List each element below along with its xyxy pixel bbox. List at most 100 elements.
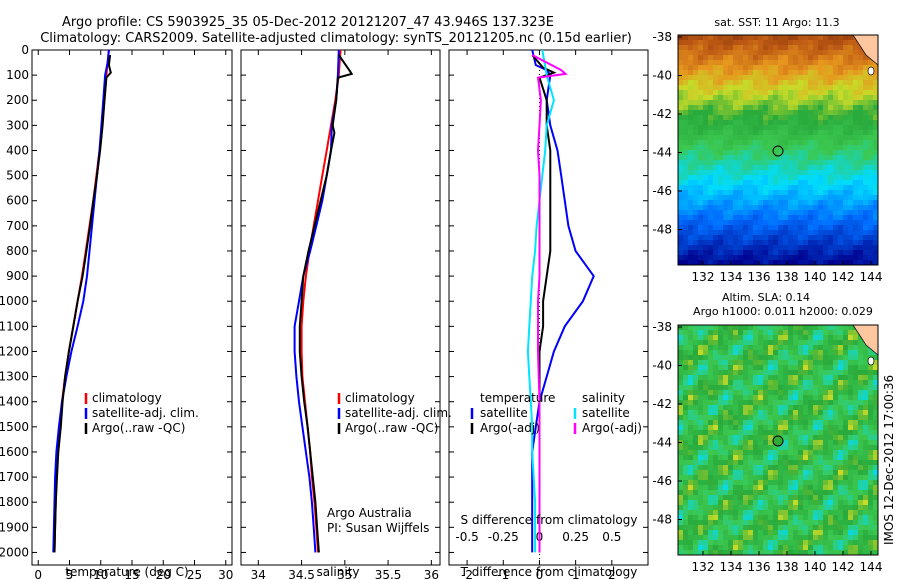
map-cell (793, 130, 799, 136)
map-cell (868, 405, 874, 411)
map-cell (738, 470, 744, 476)
map-cell (693, 405, 699, 411)
map-cell (843, 390, 849, 396)
map-cell (728, 415, 734, 421)
map-cell (873, 475, 879, 481)
map-cell (718, 445, 724, 451)
map-cell (768, 525, 774, 531)
map-cell (803, 495, 809, 501)
map-cell (793, 65, 799, 71)
map-cell (758, 380, 764, 386)
map-cell (688, 85, 694, 91)
map-cell (838, 190, 844, 196)
map-cell (853, 445, 859, 451)
map-cell (823, 80, 829, 86)
map-cell (743, 85, 749, 91)
map-cell (823, 400, 829, 406)
map-cell (768, 505, 774, 511)
map-cell (838, 70, 844, 76)
map-cell (853, 530, 859, 536)
map-cell (708, 65, 714, 71)
map-cell (778, 70, 784, 76)
map-cell (828, 400, 834, 406)
map-cell (828, 35, 834, 41)
map-cell (788, 345, 794, 351)
map-cell (693, 205, 699, 211)
map-cell (823, 360, 829, 366)
map-cell (763, 50, 769, 56)
map-cell (808, 500, 814, 506)
map-cell (808, 390, 814, 396)
map-cell (713, 60, 719, 66)
map-cell (708, 430, 714, 436)
map-cell (833, 545, 839, 551)
map-cell (848, 520, 854, 526)
map-cell (848, 115, 854, 121)
x-tick-label: 142 (832, 560, 855, 574)
map-cell (748, 385, 754, 391)
map-cell (763, 425, 769, 431)
map-cell (733, 335, 739, 341)
map-cell (843, 145, 849, 151)
map-cell (858, 215, 864, 221)
map-cell (803, 380, 809, 386)
map-cell (688, 545, 694, 551)
map-cell (768, 125, 774, 131)
map-cell (693, 130, 699, 136)
map-cell (703, 530, 709, 536)
map-cell (703, 335, 709, 341)
map-cell (723, 550, 729, 556)
map-cell (683, 505, 689, 511)
map-cell (708, 150, 714, 156)
map-cell (793, 505, 799, 511)
map-cell (718, 235, 724, 241)
map-cell (733, 145, 739, 151)
map-cell (758, 170, 764, 176)
map-cell (773, 470, 779, 476)
map-cell (703, 180, 709, 186)
map-cell (833, 500, 839, 506)
map-cell (693, 435, 699, 441)
map-cell (723, 80, 729, 86)
map-cell (828, 100, 834, 106)
map-cell (838, 530, 844, 536)
map-cell (808, 150, 814, 156)
map-cell (773, 380, 779, 386)
map-cell (778, 340, 784, 346)
map-cell (713, 245, 719, 251)
island (867, 66, 875, 76)
map-cell (863, 60, 869, 66)
map-cell (768, 40, 774, 46)
map-cell (713, 505, 719, 511)
map-cell (808, 335, 814, 341)
map-cell (748, 35, 754, 41)
map-cell (708, 90, 714, 96)
map-cell (703, 225, 709, 231)
map-cell (823, 440, 829, 446)
map-cell (823, 215, 829, 221)
map-cell (818, 455, 824, 461)
map-cell (708, 465, 714, 471)
map-cell (813, 520, 819, 526)
map-cell (723, 480, 729, 486)
map-cell (738, 255, 744, 261)
map-cell (718, 500, 724, 506)
map-cell (768, 450, 774, 456)
map-cell (713, 380, 719, 386)
map-cell (698, 520, 704, 526)
map-cell (688, 415, 694, 421)
map-cell (718, 40, 724, 46)
map-cell (708, 195, 714, 201)
map-cell (723, 545, 729, 551)
map-cell (698, 435, 704, 441)
map-cell (698, 535, 704, 541)
map-cell (753, 185, 759, 191)
map-cell (738, 370, 744, 376)
map-cell (778, 90, 784, 96)
map-cell (688, 235, 694, 241)
map-cell (868, 500, 874, 506)
map-cell (763, 480, 769, 486)
map-cell (868, 445, 874, 451)
map-cell (758, 250, 764, 256)
map-cell (823, 540, 829, 546)
